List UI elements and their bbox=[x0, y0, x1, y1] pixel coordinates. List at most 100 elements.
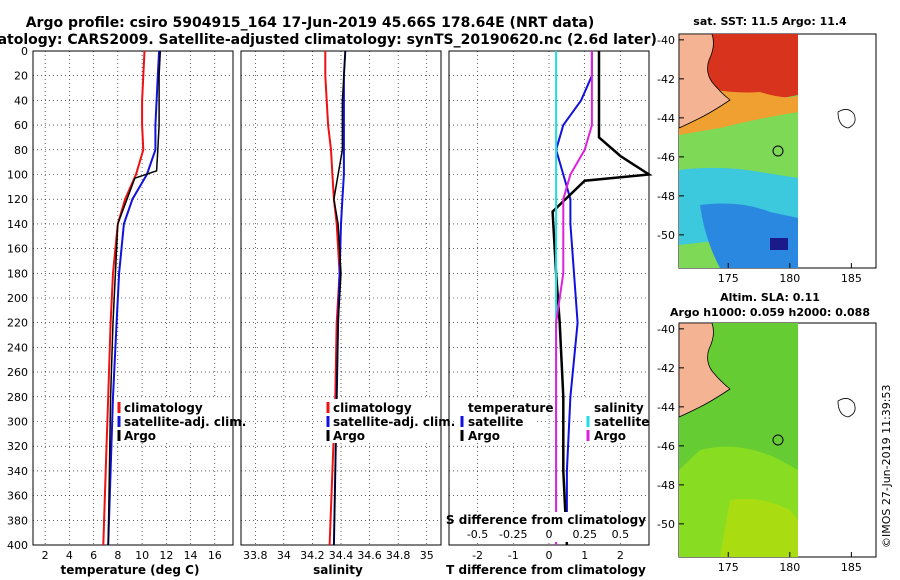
depth-tick-label: 260 bbox=[7, 366, 28, 379]
series-line-temperature-argo bbox=[551, 51, 653, 546]
legend-label-satellite: satellite-adj. clim. bbox=[124, 415, 246, 429]
series-line-climatology bbox=[102, 50, 146, 546]
map-y-tick-label: -44 bbox=[657, 112, 675, 125]
depth-tick-label: 200 bbox=[7, 292, 28, 305]
map-y-tick-label: -40 bbox=[657, 323, 675, 336]
map-y-tick-label: -42 bbox=[657, 73, 675, 86]
depth-axis: 0 20 40 60 80 100 120 140 160 180 200 220 240 260 280 3… bbox=[7, 45, 28, 552]
s-difference-label: S difference from climatology bbox=[446, 513, 646, 527]
s-diff-tick-label: 0.5 bbox=[612, 528, 630, 541]
map-x-tick-label: 180 bbox=[779, 272, 800, 285]
map-y-tick-label: -42 bbox=[657, 362, 675, 375]
depth-tick-label: 40 bbox=[14, 94, 28, 107]
legend-label-argo: Argo bbox=[333, 429, 365, 443]
legend-label-t-satellite: satellite bbox=[468, 415, 523, 429]
depth-tick-label: 180 bbox=[7, 267, 28, 280]
depth-tick-label: 320 bbox=[7, 440, 28, 453]
depth-tick-label: 400 bbox=[7, 539, 28, 552]
depth-tick-label: 140 bbox=[7, 218, 28, 231]
s-diff-label-bg bbox=[455, 512, 639, 542]
x-tick-label: 34.6 bbox=[357, 549, 382, 562]
depth-tick-label: 120 bbox=[7, 193, 28, 206]
sst-map-axes: -40 -42 -44 -46 -48 -50 175 180 185 bbox=[657, 34, 862, 285]
depth-tick-label: 340 bbox=[7, 465, 28, 478]
x-tick-label: 34.2 bbox=[300, 549, 325, 562]
depth-tick-label: 220 bbox=[7, 317, 28, 330]
argo-position-marker bbox=[772, 434, 784, 446]
map-x-tick-label: 175 bbox=[718, 561, 739, 574]
depth-tick-label: 20 bbox=[14, 70, 28, 83]
depth-tick-label: 100 bbox=[7, 169, 28, 182]
sst-map bbox=[678, 33, 877, 269]
legend-label-climatology: climatology bbox=[124, 401, 203, 415]
legend-label-satellite: satellite-adj. clim. bbox=[333, 415, 455, 429]
x-tick-label: 34.4 bbox=[329, 549, 354, 562]
difference-legend: temperature satellite Argo salinity sate… bbox=[454, 399, 649, 443]
title-line2: Climatology: CARS2009. Satellite-adjuste… bbox=[0, 32, 657, 48]
temperature-xlabel: temperature (deg C) bbox=[61, 563, 200, 577]
series-line-argo bbox=[107, 50, 162, 546]
series-line-temperature-satellite bbox=[555, 51, 593, 545]
profile-lines bbox=[102, 50, 653, 546]
land-new-zealand bbox=[678, 322, 731, 418]
s-diff-tick-label: 0.25 bbox=[572, 528, 597, 541]
depth-tick-label: 160 bbox=[7, 243, 28, 256]
map-y-tick-label: -48 bbox=[657, 190, 675, 203]
map-y-tick-label: -50 bbox=[657, 518, 675, 531]
x-tick-label: -2 bbox=[472, 549, 483, 562]
series-line-salinity-argo bbox=[555, 51, 593, 545]
depth-tick-label: 360 bbox=[7, 490, 28, 503]
depth-tick-label: 0 bbox=[21, 45, 28, 58]
legend-label-s-satellite: satellite bbox=[594, 415, 649, 429]
x-tick-label: -1 bbox=[508, 549, 519, 562]
legend-title-salinity: salinity bbox=[594, 401, 644, 415]
sla-map-title2: Argo h1000: 0.059 h2000: 0.088 bbox=[670, 306, 870, 319]
timestamp: ©IMOS 27-Jun-2019 11:39:53 bbox=[880, 384, 893, 548]
x-tick-label: 2 bbox=[42, 549, 49, 562]
legend-label-argo: Argo bbox=[124, 429, 156, 443]
x-tick-label: 16 bbox=[208, 549, 222, 562]
map-x-tick-label: 175 bbox=[718, 272, 739, 285]
depth-tick-label: 380 bbox=[7, 514, 28, 527]
depth-tick-label: 240 bbox=[7, 341, 28, 354]
argo-position-marker bbox=[772, 145, 784, 157]
temperature-legend: climatology satellite-adj. clim. Argo bbox=[115, 399, 246, 443]
x-tick-label: 4 bbox=[66, 549, 73, 562]
x-tick-label: 2 bbox=[617, 549, 624, 562]
map-y-tick-label: -44 bbox=[657, 401, 675, 414]
difference-xlabel: T difference from climatology bbox=[446, 563, 646, 577]
x-tick-label: 34.8 bbox=[386, 549, 411, 562]
depth-tick-label: 60 bbox=[14, 119, 28, 132]
sla-yellow bbox=[720, 498, 798, 557]
x-tick-label: 14 bbox=[184, 549, 198, 562]
x-axes: 2 4 6 8 10 12 14 16 33.8 34 34.2 34.4 34.6 34.8 35 -2 -1… bbox=[42, 549, 624, 562]
s-diff-tick-label: -0.5 bbox=[467, 528, 488, 541]
land-new-zealand bbox=[678, 33, 731, 129]
legend-label-t-argo: Argo bbox=[468, 429, 500, 443]
map-y-tick-label: -46 bbox=[657, 440, 675, 453]
s-diff-tick-label: 0 bbox=[546, 528, 553, 541]
x-tick-label: 6 bbox=[90, 549, 97, 562]
x-tick-label: 12 bbox=[159, 549, 173, 562]
map-y-tick-label: -50 bbox=[657, 229, 675, 242]
x-tick-label: 33.8 bbox=[243, 549, 268, 562]
series-line-argo bbox=[333, 50, 347, 546]
x-tick-label: 0 bbox=[546, 549, 553, 562]
s-diff-tick-label: -0.25 bbox=[499, 528, 527, 541]
sst-colder-region bbox=[700, 203, 798, 268]
legend-title-temperature: temperature bbox=[468, 401, 553, 415]
map-y-tick-label: -40 bbox=[657, 34, 675, 47]
x-tick-label: 35 bbox=[420, 549, 434, 562]
map-y-tick-label: -48 bbox=[657, 479, 675, 492]
title-line1: Argo profile: csiro 5904915_164 17-Jun-2… bbox=[26, 15, 595, 31]
depth-tick-label: 80 bbox=[14, 144, 28, 157]
x-tick-label: 34 bbox=[277, 549, 291, 562]
sla-no-data-area bbox=[798, 324, 875, 556]
x-tick-label: 10 bbox=[135, 549, 149, 562]
x-tick-label: 8 bbox=[114, 549, 121, 562]
salinity-legend: climatology satellite-adj. clim. Argo bbox=[324, 399, 455, 443]
map-x-tick-label: 180 bbox=[779, 561, 800, 574]
depth-tick-label: 280 bbox=[7, 391, 28, 404]
sst-no-data-area bbox=[798, 35, 875, 267]
